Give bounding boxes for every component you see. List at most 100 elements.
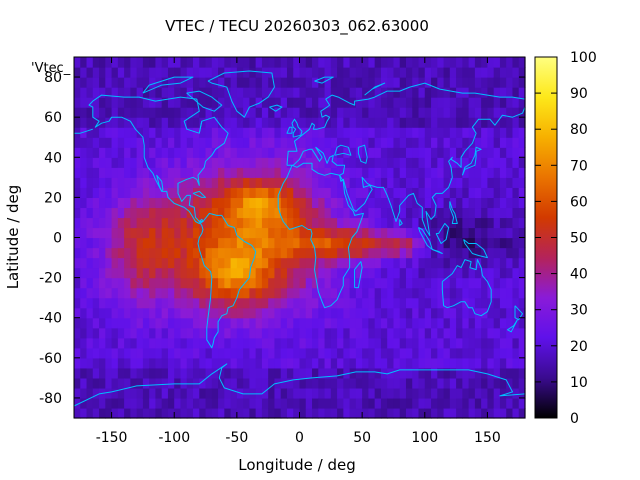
tec-cell [130,197,138,209]
tec-cell [368,167,376,178]
tec-cell [224,227,232,239]
tec-cell [387,97,395,108]
tec-cell [161,277,169,289]
tec-cell [449,287,457,299]
tec-cell [468,107,476,118]
tec-cell [205,107,213,118]
tec-cell [155,97,163,108]
coast-africa [277,162,364,309]
tec-cell [449,77,457,88]
tec-cell [174,397,182,409]
tec-cell [324,347,332,359]
tec-cell [493,377,501,389]
tec-cell [355,337,363,349]
tec-cell [431,147,438,158]
tec-cell [312,97,319,108]
tec-cell [349,127,357,138]
tec-cell [155,57,163,68]
tec-cell [324,67,332,78]
tec-cell [374,177,382,188]
tec-cell [305,197,313,209]
tec-cell [293,267,301,279]
tec-cell [418,387,426,399]
tec-cell [105,167,113,178]
tec-cell [418,377,426,389]
tec-cell [193,217,200,229]
tec-cell [380,197,388,209]
tec-cell [312,347,319,359]
tec-cell [111,77,119,88]
tec-cell [130,177,138,188]
tec-cell [443,397,451,409]
tec-cell [343,87,351,98]
tec-cell [393,147,401,158]
tec-cell [86,377,94,389]
tec-cell [174,87,182,98]
tec-cell [349,387,357,399]
tec-cell [236,217,244,229]
tec-cell [105,187,113,198]
tec-cell [405,407,413,419]
tec-cell [493,397,501,409]
tec-cell [124,347,131,359]
tec-heatmap [74,57,526,419]
tec-cell [274,127,282,138]
tec-cell [462,237,470,249]
tec-cell [243,267,250,279]
tec-cell [111,307,119,319]
tec-cell [355,227,363,239]
tec-cell [249,177,257,188]
tec-cell [499,137,507,148]
tec-cell [230,397,238,409]
tec-cell [274,147,282,158]
tec-cell [205,367,213,379]
tec-cell [130,97,138,108]
tec-cell [136,357,144,369]
tec-cell [412,317,420,329]
tec-cell [186,397,194,409]
tec-cell [161,157,169,168]
tec-cell [280,277,288,289]
tec-cell [431,117,438,128]
tec-cell [349,297,357,309]
tec-cell [349,357,357,369]
tec-cell [518,287,526,299]
tec-cell [506,277,514,289]
tec-cell [337,257,344,269]
coast-south-america [197,212,257,349]
tec-cell [236,397,244,409]
tec-cell [268,297,276,309]
tec-cell [493,97,501,108]
tec-cell [405,247,413,259]
tec-cell [255,337,263,349]
tec-cell [193,157,200,168]
tec-cell [211,107,219,118]
tec-cell [387,257,395,269]
tec-cell [86,117,94,128]
tec-cell [512,397,520,409]
tec-cell [374,127,382,138]
tec-cell [337,397,344,409]
tec-cell [405,177,413,188]
tec-cell [180,67,188,78]
tec-cell [186,407,194,419]
tec-cell [111,287,119,299]
tec-cell [312,177,319,188]
tec-cell [506,137,514,148]
tec-cell [437,307,445,319]
tec-cell [174,317,182,329]
tec-cell [456,177,463,188]
tec-cell [499,227,507,239]
tec-cell [412,377,420,389]
tec-cell [249,97,257,108]
tec-cell [493,217,501,229]
tec-cell [412,87,420,98]
tec-cell [355,357,363,369]
tec-cell [437,317,445,329]
tec-cell [399,147,407,158]
tec-cell [249,407,257,419]
tec-cell [512,307,520,319]
tec-cell [268,77,276,88]
tec-cell [456,337,463,349]
tec-cell [211,117,219,128]
